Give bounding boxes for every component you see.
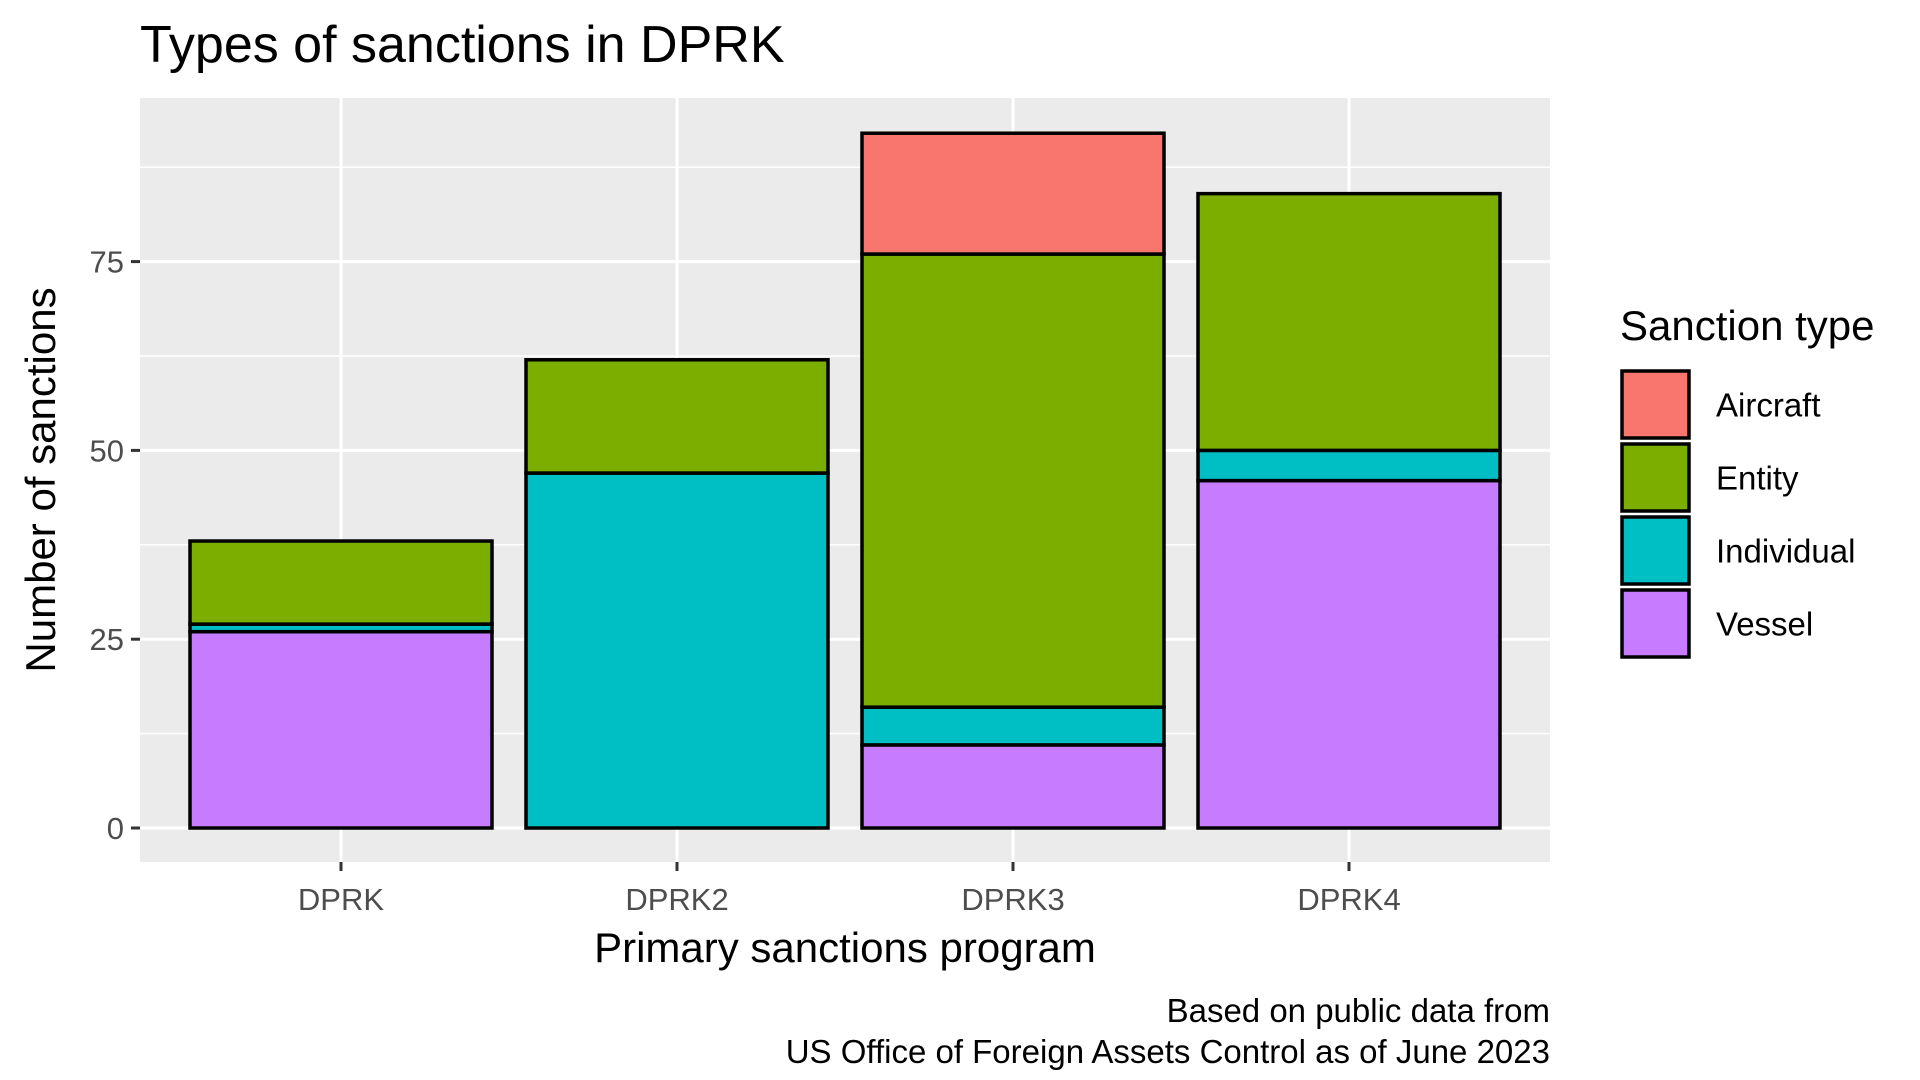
bar-dprk-vessel: [188, 629, 494, 830]
legend-label-aircraft: Aircraft: [1716, 387, 1821, 424]
caption-line-1: Based on public data from: [1167, 992, 1550, 1029]
y-tick-label: 25: [90, 622, 124, 657]
bar-dprk4-entity: [1196, 191, 1502, 453]
y-tick-label: 0: [107, 811, 124, 846]
legend-label-entity: Entity: [1716, 460, 1799, 497]
y-axis-title: Number of sanctions: [17, 287, 64, 672]
x-tick-label: DPRK3: [961, 882, 1064, 917]
x-tick-label: DPRK2: [625, 882, 728, 917]
legend-label-vessel: Vessel: [1716, 606, 1813, 643]
bar-dprk-entity: [188, 539, 494, 626]
bar-dprk3-entity: [860, 252, 1166, 709]
chart-title: Types of sanctions in DPRK: [140, 16, 785, 74]
legend-key-entity: [1620, 442, 1691, 513]
caption-line-2: US Office of Foreign Assets Control as o…: [786, 1033, 1550, 1070]
bars: [188, 131, 1502, 830]
bar-dprk3-aircraft: [860, 131, 1166, 256]
y-tick-label: 50: [90, 433, 124, 468]
legend-key-individual: [1620, 515, 1691, 586]
axes: 0 25 50 75 DPRK DPRK2 DPRK3 DPRK4: [90, 245, 1401, 917]
legend: Sanction type Aircraft Entity Individual Ve…: [1620, 302, 1875, 659]
bar-dprk2-individual: [524, 471, 830, 830]
bar-dprk3-individual: [860, 705, 1166, 747]
legend-key-aircraft: [1620, 369, 1691, 440]
x-axis-title: Primary sanctions program: [594, 924, 1096, 971]
legend-title: Sanction type: [1620, 302, 1875, 349]
x-tick-label: DPRK: [298, 882, 384, 917]
x-tick-label: DPRK4: [1297, 882, 1400, 917]
bar-dprk4-individual: [1196, 448, 1502, 483]
legend-label-individual: Individual: [1716, 533, 1855, 570]
legend-key-vessel: [1620, 588, 1691, 659]
bar-dprk2-entity: [524, 358, 830, 475]
y-tick-label: 75: [90, 245, 124, 280]
bar-dprk4-vessel: [1196, 478, 1502, 830]
bar-dprk3-vessel: [860, 743, 1166, 830]
